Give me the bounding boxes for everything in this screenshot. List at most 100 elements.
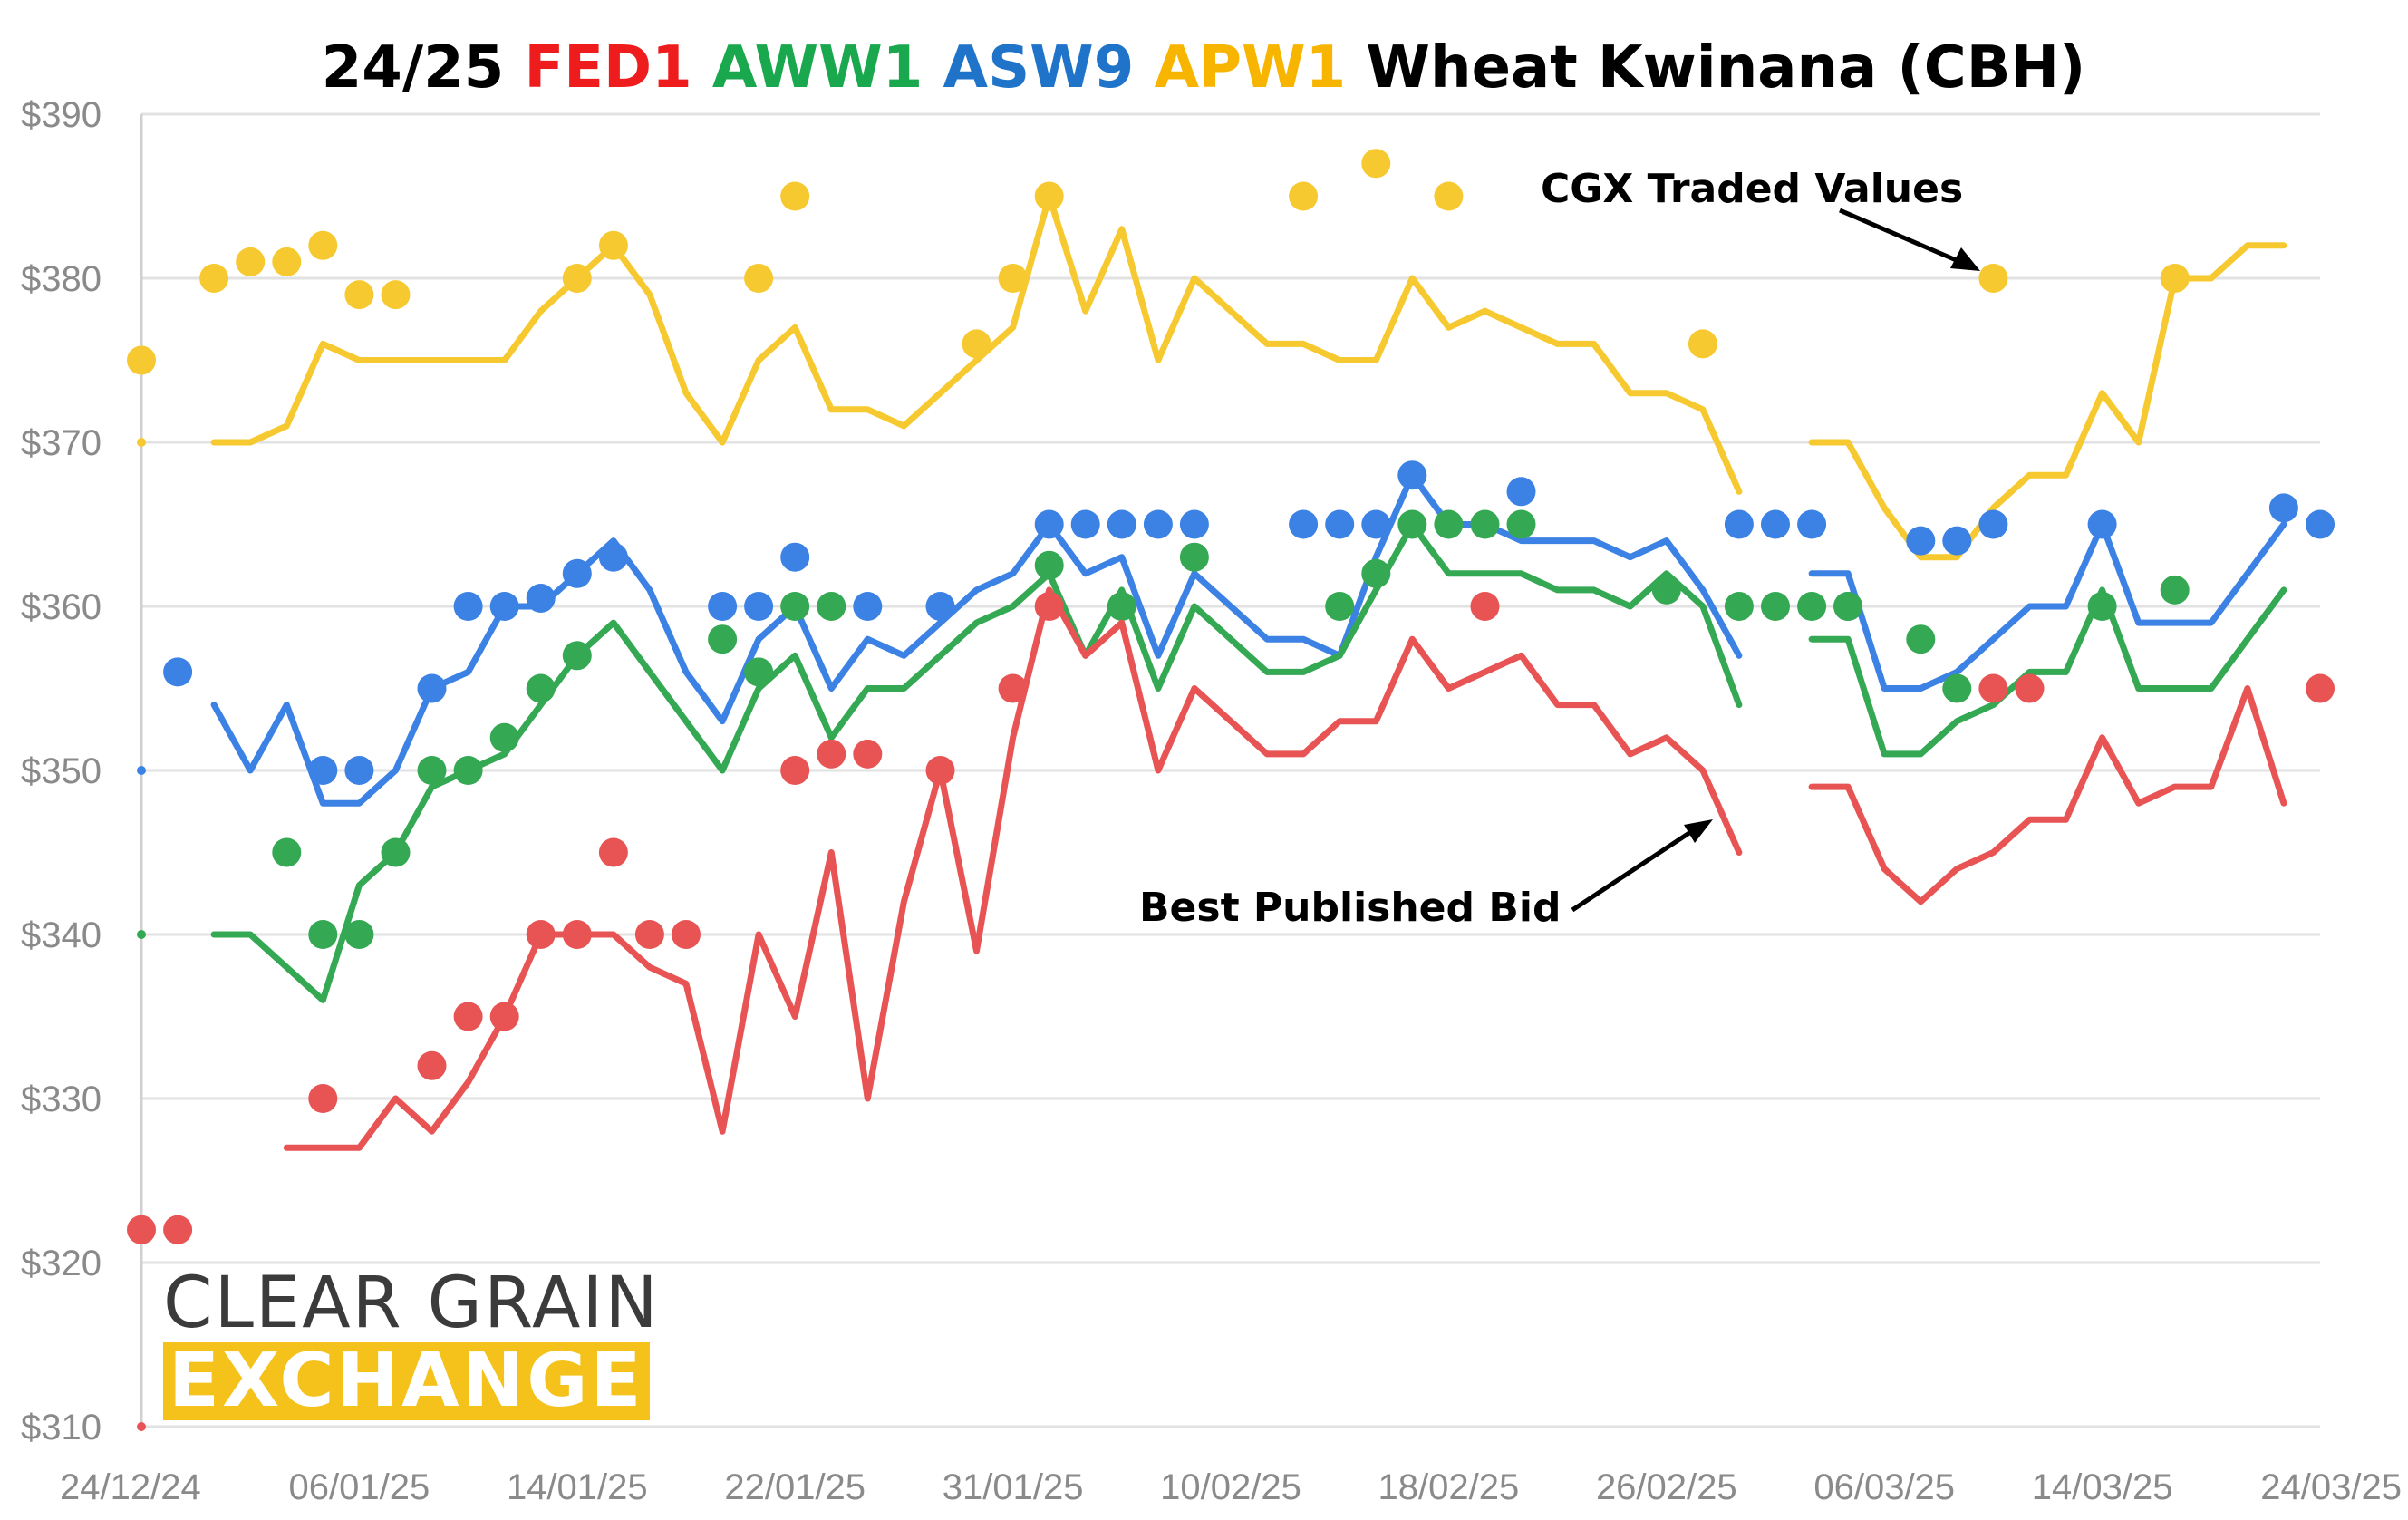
traded-point-asw9-18: [1179, 509, 1209, 539]
x-axis-ticks: 24/12/24 06/01/25 14/01/25 22/01/25 31/01/25…: [60, 1467, 2402, 1507]
traded-point-fed1-0: [127, 1215, 156, 1244]
traded-point-apw1-16: [1434, 181, 1464, 211]
traded-point-apw1-13: [1034, 181, 1064, 211]
traded-point-asw9-28: [1906, 526, 1936, 556]
traded-point-asw9-25: [1761, 509, 1790, 539]
annotations: CGX Traded Values Best Published Bid: [1139, 166, 1980, 931]
traded-point-fed1-18: [1978, 673, 2008, 703]
traded-point-aww1-14: [1107, 592, 1136, 621]
y-tick-label-350: $350: [21, 751, 102, 791]
annotation-arrow-bid: [1571, 827, 1697, 913]
traded-point-aww1-10: [744, 657, 774, 687]
traded-point-aww1-3: [381, 837, 411, 867]
traded-point-apw1-2: [236, 247, 266, 276]
traded-point-asw9-29: [1942, 526, 1972, 556]
y-tick-label-360: $360: [21, 587, 102, 627]
annotation-best-published-bid: Best Published Bid: [1139, 885, 1561, 931]
x-tick-label-14/01/25: 14/01/25: [507, 1467, 648, 1507]
traded-point-aww1-24: [1761, 592, 1790, 621]
traded-point-aww1-30: [2160, 575, 2190, 605]
traded-point-asw9-3: [417, 673, 447, 703]
series-line-apw1-segment-0: [210, 193, 1743, 495]
y-tick-label-310: $310: [21, 1408, 102, 1447]
traded-point-aww1-23: [1724, 592, 1754, 621]
title-part-0: 24/25: [322, 34, 525, 102]
series-aww1: [137, 509, 2287, 1003]
traded-point-fed1-7: [562, 920, 592, 949]
traded-point-apw1-10: [780, 181, 810, 211]
traded-point-asw9-4: [453, 592, 483, 621]
traded-point-aww1-21: [1506, 509, 1536, 539]
traded-point-asw9-15: [1070, 509, 1100, 539]
traded-point-fed1-6: [526, 920, 556, 949]
traded-point-aww1-8: [562, 641, 592, 671]
x-tick-label-06/03/25: 06/03/25: [1813, 1467, 1955, 1507]
series-line-asw9-segment-1: [1808, 521, 2287, 692]
traded-point-aww1-28: [1942, 673, 1972, 703]
series-line-aww1-segment-1: [1808, 586, 2287, 758]
traded-point-asw9-30: [1978, 509, 2008, 539]
traded-point-asw9-16: [1107, 509, 1136, 539]
traded-point-aww1-26: [1833, 592, 1863, 621]
traded-point-asw9-11: [780, 542, 810, 572]
title-part-4: APW1: [1155, 34, 1367, 102]
traded-point-asw9-7: [562, 558, 592, 588]
traded-point-aww1-7: [526, 673, 556, 703]
traded-point-aww1-17: [1361, 558, 1391, 588]
traded-point-aww1-27: [1906, 624, 1936, 654]
series-line-fed1-segment-1: [1808, 685, 2287, 905]
series-group: [127, 149, 2335, 1431]
bid-point-apw1-0: [137, 438, 146, 447]
traded-point-aww1-0: [272, 837, 302, 867]
bid-point-asw9-0: [137, 766, 146, 775]
traded-point-fed1-20: [2306, 673, 2335, 703]
traded-point-apw1-15: [1361, 149, 1391, 179]
traded-point-fed1-11: [780, 756, 810, 785]
x-tick-label-14/03/25: 14/03/25: [2032, 1467, 2173, 1507]
traded-point-apw1-12: [998, 264, 1028, 293]
traded-point-asw9-26: [1797, 509, 1827, 539]
traded-point-asw9-8: [598, 542, 628, 572]
traded-point-apw1-18: [1978, 264, 2008, 293]
traded-point-fed1-16: [1034, 592, 1064, 621]
y-tick-label-390: $390: [21, 95, 102, 135]
traded-point-asw9-6: [526, 584, 556, 613]
bid-point-fed1-0: [137, 1422, 146, 1431]
y-tick-label-340: $340: [21, 915, 102, 955]
traded-point-aww1-19: [1434, 509, 1464, 539]
logo-line-2: EXCHANGE: [163, 1342, 650, 1420]
traded-point-asw9-0: [163, 657, 193, 687]
x-tick-label-24/12/24: 24/12/24: [60, 1467, 201, 1507]
y-tick-label-380: $380: [21, 259, 102, 299]
traded-point-apw1-3: [272, 247, 302, 276]
traded-point-fed1-9: [634, 920, 664, 949]
traded-point-aww1-12: [817, 592, 846, 621]
traded-point-aww1-6: [489, 722, 519, 752]
series-line-fed1-segment-0: [283, 586, 1743, 1151]
traded-point-asw9-12: [853, 592, 883, 621]
traded-point-asw9-2: [344, 756, 374, 785]
traded-point-fed1-3: [417, 1050, 447, 1080]
title-part-5: Wheat Kwinana (CBH): [1366, 34, 2085, 102]
title-part-3: ASW9: [943, 34, 1155, 102]
traded-point-aww1-25: [1797, 592, 1827, 621]
y-tick-label-370: $370: [21, 423, 102, 463]
traded-point-fed1-13: [853, 739, 883, 769]
traded-point-aww1-22: [1651, 575, 1681, 605]
x-tick-label-26/02/25: 26/02/25: [1596, 1467, 1737, 1507]
traded-point-apw1-17: [1688, 329, 1717, 359]
title-part-2: AWW1: [712, 34, 943, 102]
traded-point-asw9-31: [2087, 509, 2117, 539]
traded-point-asw9-32: [2268, 493, 2298, 523]
traded-point-apw1-1: [199, 264, 229, 293]
x-tick-label-22/01/25: 22/01/25: [724, 1467, 866, 1507]
traded-point-aww1-18: [1397, 509, 1427, 539]
traded-point-apw1-4: [308, 230, 338, 260]
traded-point-fed1-4: [453, 1002, 483, 1031]
traded-point-asw9-24: [1724, 509, 1754, 539]
traded-point-aww1-29: [2087, 592, 2117, 621]
traded-point-asw9-22: [1397, 460, 1427, 490]
traded-point-asw9-13: [925, 592, 955, 621]
y-axis-ticks: $390 $380 $370 $360 $350 $340 $330 $320 $310: [21, 95, 102, 1447]
